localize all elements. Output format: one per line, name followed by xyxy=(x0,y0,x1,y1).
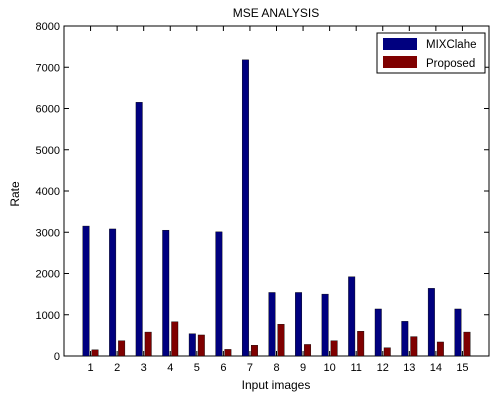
x-tick-label: 9 xyxy=(300,362,306,374)
bar-mixclahe-2 xyxy=(109,228,117,357)
bar-mixclahe-3 xyxy=(135,102,143,357)
bar-mixclahe-8 xyxy=(268,292,276,357)
chart-title: MSE ANALYSIS xyxy=(233,6,319,20)
bar-mixclahe-10 xyxy=(321,293,329,357)
bar-proposed-13 xyxy=(410,336,418,357)
y-axis-label: Rate xyxy=(8,181,22,207)
x-tick-label: 10 xyxy=(324,362,336,374)
bar-proposed-9 xyxy=(304,344,312,357)
y-tick-label: 8000 xyxy=(36,21,60,33)
y-tick-label: 7000 xyxy=(36,62,60,74)
x-tick-label: 5 xyxy=(194,362,200,374)
x-tick-label: 3 xyxy=(141,362,147,374)
bar-proposed-5 xyxy=(197,334,205,357)
plot-area xyxy=(63,25,490,357)
x-tick-label: 6 xyxy=(220,362,226,374)
y-tick-label: 3000 xyxy=(36,227,60,239)
y-tick-label: 0 xyxy=(54,351,60,363)
bar-mixclahe-12 xyxy=(374,308,382,357)
x-tick-label: 1 xyxy=(88,362,94,374)
bar-proposed-4 xyxy=(171,321,179,357)
x-tick-label: 2 xyxy=(114,362,120,374)
x-tick-label: 8 xyxy=(273,362,279,374)
bar-mixclahe-7 xyxy=(241,59,249,357)
bar-mixclahe-14 xyxy=(427,288,435,357)
x-tick-label: 12 xyxy=(377,362,389,374)
bar-mixclahe-1 xyxy=(82,225,90,357)
y-tick-label: 6000 xyxy=(36,104,60,116)
bar-proposed-14 xyxy=(436,341,444,357)
bar-proposed-11 xyxy=(357,331,365,357)
x-tick-label: 11 xyxy=(350,362,361,374)
legend-swatch-mixclahe xyxy=(383,38,417,50)
bar-proposed-12 xyxy=(383,347,391,357)
bar-mixclahe-13 xyxy=(401,321,409,357)
bar-proposed-1 xyxy=(91,349,99,357)
bar-proposed-15 xyxy=(463,331,471,357)
y-tick-label: 4000 xyxy=(36,186,60,198)
bar-proposed-7 xyxy=(250,345,258,357)
x-tick-label: 4 xyxy=(167,362,173,374)
y-axis: 0 1000 2000 3000 4000 5000 6000 7000 8000 xyxy=(36,21,489,363)
legend: MIXClahe Proposed xyxy=(376,32,486,74)
y-tick-label: 2000 xyxy=(36,269,60,281)
legend-swatch-proposed xyxy=(383,56,417,68)
x-tick-label: 15 xyxy=(456,362,468,374)
bar-mixclahe-6 xyxy=(215,231,223,357)
bar-proposed-6 xyxy=(224,349,232,357)
bar-proposed-3 xyxy=(144,331,152,357)
bar-mixclahe-4 xyxy=(162,229,170,357)
bar-proposed-2 xyxy=(118,340,126,357)
bar-mixclahe-15 xyxy=(454,308,462,357)
x-tick-label: 14 xyxy=(430,362,442,374)
legend-label-proposed: Proposed xyxy=(426,58,475,70)
bar-mixclahe-11 xyxy=(348,276,356,357)
x-axis-label: Input images xyxy=(242,378,311,392)
x-tick-label: 13 xyxy=(403,362,415,374)
bar-proposed-10 xyxy=(330,340,338,357)
bar-proposed-8 xyxy=(277,324,285,357)
bar-mixclahe-5 xyxy=(188,333,196,357)
bars-group xyxy=(82,59,471,357)
x-axis: 1 2 3 4 5 6 7 8 9 10 11 12 13 14 15 xyxy=(88,26,469,374)
bar-mixclahe-9 xyxy=(295,292,303,357)
x-tick-label: 7 xyxy=(247,362,253,374)
y-tick-label: 5000 xyxy=(36,145,60,157)
y-tick-label: 1000 xyxy=(36,310,60,322)
legend-label-mixclahe: MIXClahe xyxy=(426,39,477,51)
